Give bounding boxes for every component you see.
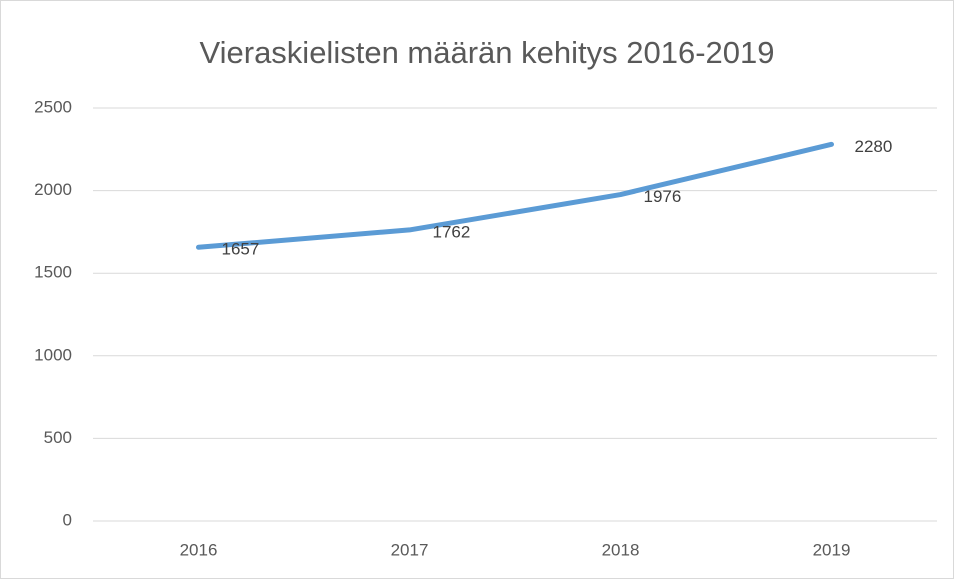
y-tick-label: 0 (63, 510, 72, 529)
chart-title: Vieraskielisten määrän kehitys 2016-2019 (200, 35, 775, 70)
data-label: 1976 (644, 187, 682, 206)
y-tick-label: 2500 (34, 97, 72, 116)
x-tick-label: 2017 (391, 540, 429, 559)
data-label: 1657 (222, 240, 260, 259)
y-tick-label: 2000 (34, 180, 72, 199)
data-label: 2280 (855, 137, 893, 156)
y-tick-label: 500 (44, 428, 72, 447)
x-tick-label: 2016 (180, 540, 218, 559)
data-line (196, 141, 834, 250)
x-tick-label: 2018 (602, 540, 640, 559)
y-tick-label: 1000 (34, 345, 72, 364)
x-tick-label: 2019 (813, 540, 851, 559)
y-tick-label: 1500 (34, 263, 72, 282)
data-label: 1762 (433, 222, 471, 241)
